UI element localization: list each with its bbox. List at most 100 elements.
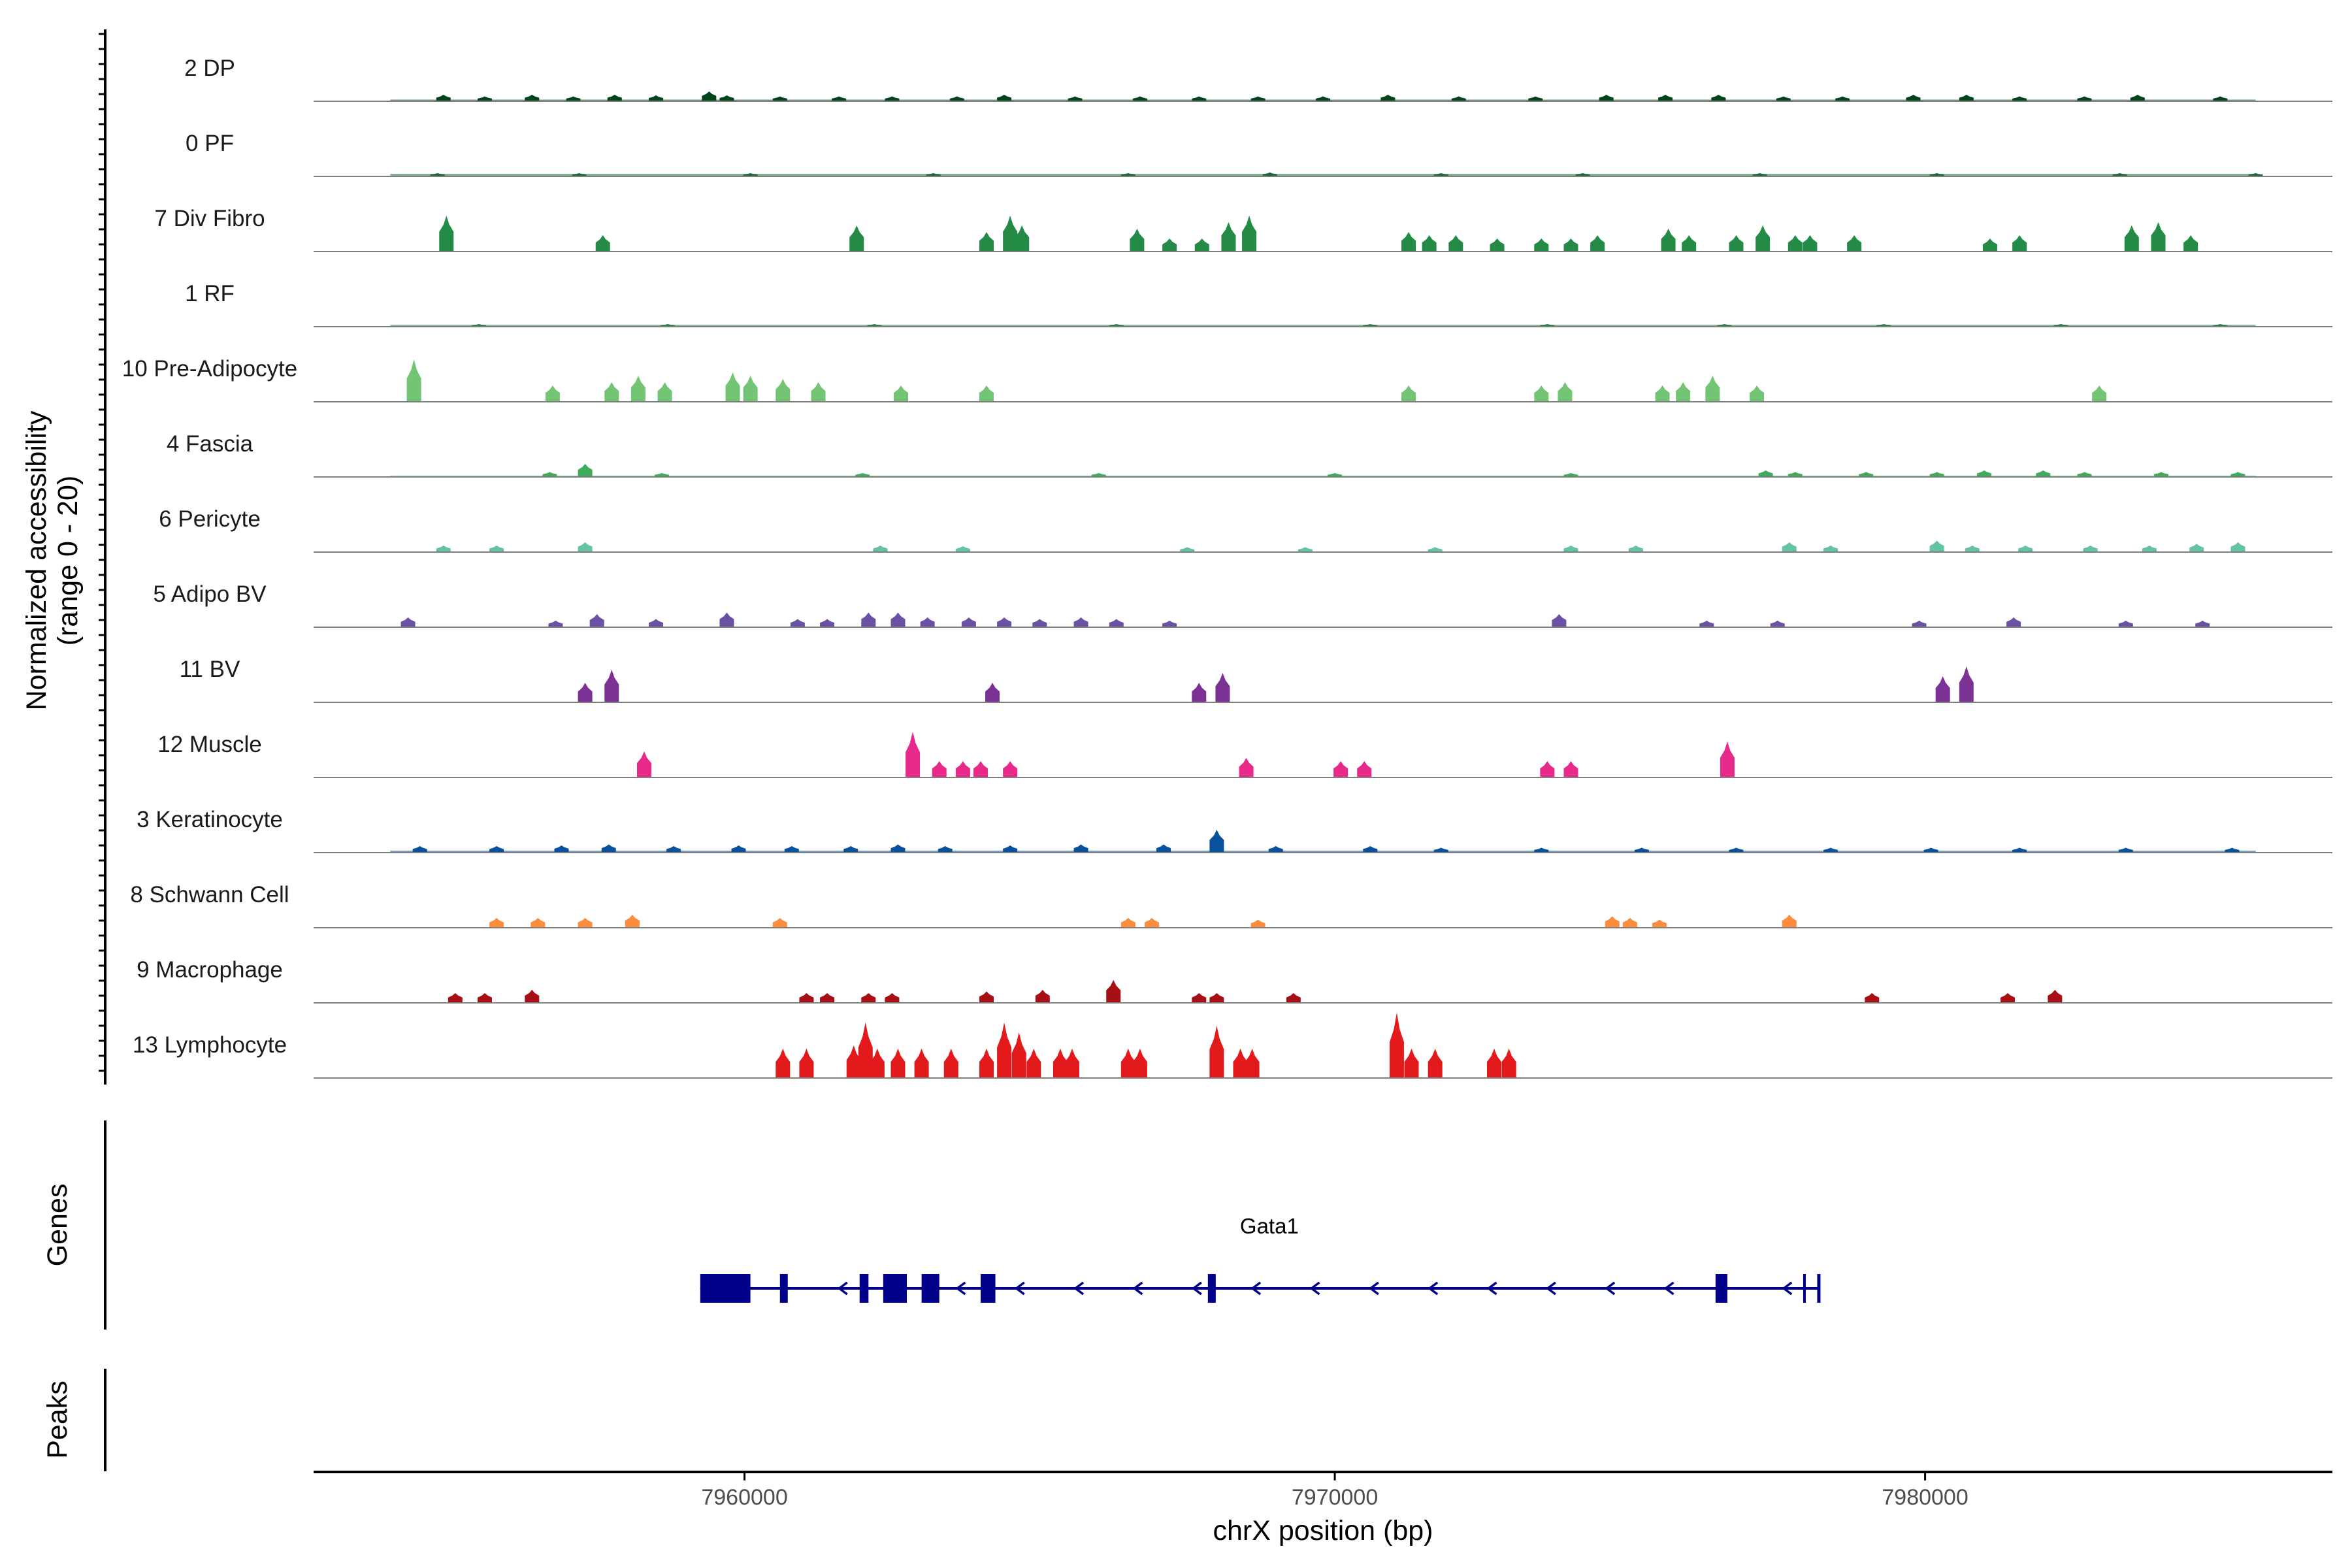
coverage-peak [525,95,540,101]
coverage-peak [1451,96,1466,101]
coverage-peak [1333,761,1348,777]
coverage-peak [406,359,421,402]
coverage-peak [400,617,416,627]
coverage-peak [1428,1049,1443,1078]
coverage-peak [1065,1049,1080,1078]
coverage-peak [2130,95,2145,101]
coverage-peak [1563,546,1578,552]
track-14: 13 Lymphocyte [133,1013,2332,1079]
strand-arrow [1309,1281,1320,1296]
coverage-peak [1035,990,1050,1003]
coverage-peak [604,670,619,702]
gene-name-label: Gata1 [1240,1214,1299,1238]
coverage-peak [439,216,454,252]
coverage-peak [1401,385,1416,402]
track-10: 12 Muscle [157,732,2332,778]
coverage-peak [1528,96,1543,101]
coverage-peak [1106,980,1121,1003]
coverage-peak [1563,761,1578,777]
coverage-y-title: Normalized accessibility (range 0 - 20) [21,410,84,710]
coverage-peak [776,379,791,402]
coverage-peak [1750,385,1765,402]
coverage-peak [772,918,787,928]
coverage-peak [657,382,672,402]
track-label: 11 BV [180,657,240,682]
coverage-peak [1699,621,1714,627]
coverage-peak [1652,919,1667,928]
coverage-peak [1404,1049,1419,1078]
coverage-peak [1729,847,1744,853]
coverage-peak [979,385,994,402]
strand-arrow [1014,1281,1025,1296]
ylabel-line-1: Normalized accessibility [21,410,52,710]
coverage-peak [1776,96,1791,101]
gene-exon [1715,1274,1727,1303]
coverage-peak [799,1049,814,1078]
coverage-peak [1758,470,1773,477]
strand-arrow [1191,1281,1202,1296]
coverage-peak [1658,95,1673,101]
coverage-peak [1655,385,1670,402]
coverage-peak [1835,96,1850,101]
coverage-peak [979,232,994,252]
coverage-peak [2142,546,2157,552]
strand-arrow [1073,1281,1085,1296]
coverage-peak [525,990,540,1003]
x-tick-label: 7960000 [701,1485,787,1510]
coverage-peak [1380,95,1396,101]
coverage-peak [1091,473,1106,477]
coverage-peak [448,993,463,1003]
coverage-peak [1676,382,1691,402]
coverage-peak [890,1049,906,1078]
coverage-y-ticks [99,33,105,1072]
coverage-peak [478,96,493,101]
coverage-peak [578,542,593,552]
strand-arrow [1605,1281,1616,1296]
track-label: 9 Macrophage [137,957,283,983]
coverage-peak [1540,761,1555,777]
coverage-peak [961,617,976,627]
coverage-peak [1109,619,1124,627]
coverage-peak [1599,95,1614,101]
strand-arrow [1782,1281,1793,1296]
coverage-peak [1328,473,1343,477]
coverage-peak [1534,847,1549,853]
coverage-peak [949,96,964,101]
coverage-peak [430,173,445,176]
coverage-peak [1053,1049,1068,1078]
coverage-peak [1487,1049,1502,1078]
coverage-peak [1490,238,1505,252]
coverage-peak [1711,95,1726,101]
gene-exon [1207,1274,1216,1303]
coverage-peak [1032,619,1047,627]
coverage-peak [1262,172,1277,176]
coverage-peak [973,761,988,777]
gene-exon [779,1274,788,1303]
coverage-peak [545,385,560,402]
coverage-peak [2077,472,2092,477]
coverage-peak [636,751,651,777]
coverage-peak [1590,235,1605,252]
coverage-peak [1401,232,1416,252]
coverage-peak [1628,546,1643,552]
coverage-peak [1015,225,1030,252]
coverage-peak [1929,173,1944,176]
coverage-peak [607,95,622,101]
coverage-peak [1003,845,1018,853]
coverage-peak [2092,385,2107,402]
coverage-peak [554,845,569,853]
coverage-peak [725,372,740,402]
coverage-peak [1192,96,1207,101]
genes-panel-label: Genes [42,1184,73,1267]
coverage-peak [1298,547,1313,552]
coverage-peak [1003,216,1018,252]
coverage-peak [1552,614,1567,627]
coverage-peak [1563,473,1578,477]
coverage-peak [890,612,906,627]
coverage-peak [1192,683,1207,702]
coverage-peak [2001,993,2016,1003]
coverage-peak [2006,617,2021,627]
coverage-peak [1162,621,1177,627]
coverage-peak [1239,758,1254,777]
coverage-peak [920,617,935,627]
